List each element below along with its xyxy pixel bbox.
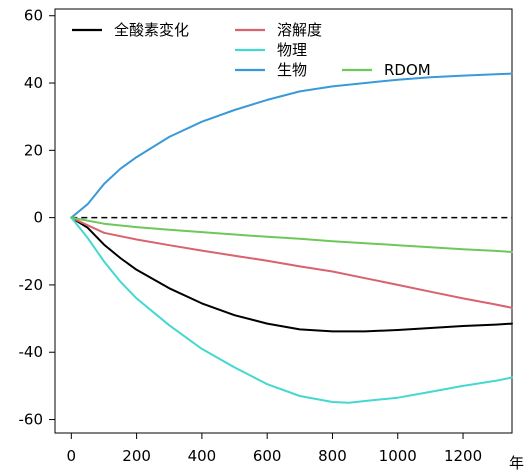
legend-label-0: 全酸素変化 — [114, 21, 189, 39]
y-tick-label: 40 — [24, 74, 43, 92]
plot-area — [70, 72, 513, 404]
plot-frame — [54, 8, 513, 434]
legend-label-2: 物理 — [277, 41, 307, 59]
series-line-0 — [70, 216, 513, 333]
x-tick-label: 600 — [253, 447, 282, 465]
x-tick-label: 800 — [318, 447, 347, 465]
series-line-4 — [70, 216, 513, 253]
y-tick-label: -60 — [19, 411, 44, 429]
series-line-2 — [70, 216, 513, 404]
legend-label-4: RDOM — [384, 61, 431, 79]
y-tick-label: 0 — [33, 209, 43, 227]
x-tick-label: 1000 — [379, 447, 417, 465]
y-tick-label: -40 — [19, 343, 44, 361]
series-line-3 — [70, 72, 513, 219]
x-unit-label: 年 — [509, 454, 524, 470]
x-tick-label: 400 — [188, 447, 217, 465]
y-tick-label: 60 — [24, 7, 43, 25]
legend-label-1: 溶解度 — [277, 21, 322, 39]
x-tick-label: 0 — [67, 447, 77, 465]
y-tick-label: -20 — [19, 276, 44, 294]
y-tick-label: 20 — [24, 141, 43, 159]
x-tick-label: 200 — [122, 447, 151, 465]
series-line-1 — [70, 216, 513, 309]
legend-label-3: 生物 — [277, 61, 307, 79]
x-tick-label: 1200 — [444, 447, 482, 465]
